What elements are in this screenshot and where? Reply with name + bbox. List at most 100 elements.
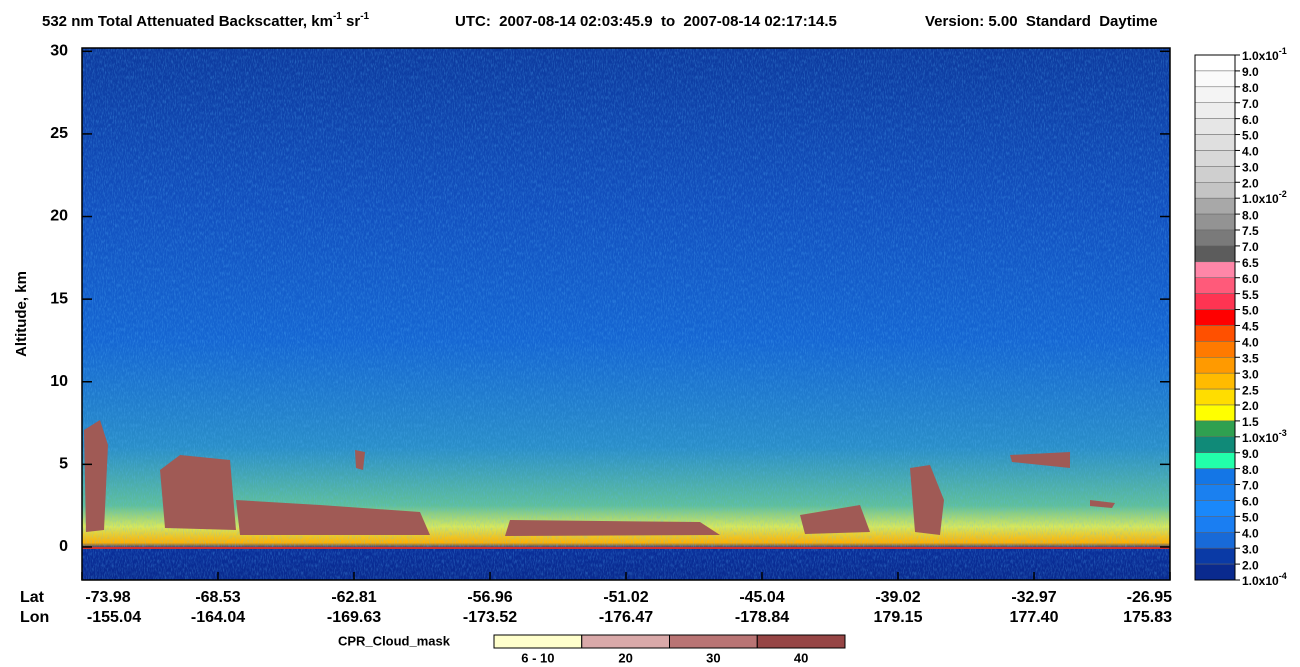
cpr-label: 6 - 10 bbox=[521, 650, 554, 665]
colorbar-swatch bbox=[1194, 102, 1236, 119]
colorbar-label: 2.0 bbox=[1242, 558, 1259, 572]
colorbar-label: 3.0 bbox=[1242, 542, 1259, 556]
colorbar-swatch bbox=[1194, 516, 1236, 533]
colorbar-label: 1.5 bbox=[1242, 415, 1259, 429]
y-tick-label: 20 bbox=[50, 208, 68, 225]
colorbar-swatch bbox=[1194, 166, 1236, 183]
colorbar-swatch bbox=[1194, 54, 1236, 72]
y-tick-label: 10 bbox=[50, 373, 68, 390]
colorbar-swatch bbox=[1194, 388, 1236, 406]
colorbar-label: 4.0 bbox=[1242, 145, 1259, 159]
lat-label: -62.81 bbox=[331, 589, 376, 606]
lon-label: 175.83 bbox=[1123, 609, 1172, 626]
colorbar-swatch bbox=[1194, 182, 1236, 199]
colorbar-label-base: 1.0x10 bbox=[1242, 431, 1279, 445]
colorbar-swatch bbox=[1194, 547, 1236, 565]
colorbar-label: 8.0 bbox=[1242, 208, 1259, 222]
title: 532 nm Total Attenuated Backscatter, km bbox=[42, 13, 333, 30]
colorbar-swatch bbox=[1194, 500, 1236, 517]
colorbar-label-base: 1.0x10 bbox=[1242, 574, 1279, 588]
colorbar-swatch bbox=[1194, 325, 1236, 342]
y-tick-label: 0 bbox=[59, 538, 68, 555]
colorbar-swatch bbox=[1194, 86, 1236, 103]
colorbar-frame bbox=[1194, 54, 1236, 581]
colorbar-label: 9.0 bbox=[1242, 447, 1259, 461]
colorbar-label: 5.0 bbox=[1242, 511, 1259, 525]
colorbar-label: 2.0 bbox=[1242, 399, 1259, 413]
lat-label: -32.97 bbox=[1011, 589, 1056, 606]
lat-label: -68.53 bbox=[195, 589, 240, 606]
colorbar-swatch bbox=[1194, 229, 1236, 247]
colorbar-label: 5.0 bbox=[1242, 304, 1259, 318]
lon-label: 177.40 bbox=[1010, 609, 1059, 626]
colorbar-label-base: 1.0x10 bbox=[1242, 49, 1279, 63]
colorbar-label-exponent: -4 bbox=[1279, 571, 1287, 581]
colorbar-swatch bbox=[1194, 150, 1236, 167]
lat-label: -45.04 bbox=[739, 589, 784, 606]
colorbar-label: 3.5 bbox=[1242, 351, 1259, 365]
colorbar-swatch bbox=[1194, 293, 1236, 310]
lat-label: -26.95 bbox=[1127, 589, 1172, 606]
time-range: UTC: 2007-08-14 02:03:45.9 to 2007-08-14… bbox=[455, 13, 837, 30]
colorbar-label: 6.0 bbox=[1242, 272, 1259, 286]
y-tick-label: 30 bbox=[50, 43, 68, 60]
colorbar-label: 5.0 bbox=[1242, 129, 1259, 143]
colorbar-label-exponent: -2 bbox=[1279, 190, 1287, 200]
colorbar-label: 4.0 bbox=[1242, 526, 1259, 540]
colorbar-label: 8.0 bbox=[1242, 463, 1259, 477]
colorbar-swatch bbox=[1194, 420, 1236, 438]
chart-title: 532 nm Total Attenuated Backscatter, km -… bbox=[42, 11, 370, 30]
colorbar-swatch bbox=[1194, 118, 1236, 135]
title-exponent: -1 bbox=[360, 11, 369, 22]
colorbar-label: 5.5 bbox=[1242, 288, 1259, 302]
colorbar-label: 1.0x10-3 bbox=[1242, 428, 1287, 445]
colorbar-label: 1.0x10-4 bbox=[1242, 571, 1287, 588]
colorbar-swatch bbox=[1194, 277, 1236, 294]
colorbar-label: 7.0 bbox=[1242, 240, 1259, 254]
colorbar-swatch bbox=[1194, 70, 1236, 88]
backscatter-image bbox=[82, 48, 1170, 580]
colorbar-swatch bbox=[1194, 372, 1236, 390]
colorbar-swatch bbox=[1194, 404, 1236, 422]
colorbar-label: 6.0 bbox=[1242, 113, 1259, 127]
colorbar-label: 7.5 bbox=[1242, 224, 1259, 238]
colorbar-swatch bbox=[1194, 532, 1236, 549]
colorbar-swatch bbox=[1194, 357, 1236, 374]
x-row-label: Lon bbox=[20, 609, 49, 626]
title: sr bbox=[342, 13, 361, 30]
colorbar-swatch bbox=[1194, 197, 1236, 215]
colorbar-swatch bbox=[1194, 309, 1236, 326]
lon-label: -155.04 bbox=[87, 609, 141, 626]
colorbar-label: 7.0 bbox=[1242, 97, 1259, 111]
colorbar-swatch bbox=[1194, 341, 1236, 358]
version: Version: 5.00 Standard Daytime bbox=[925, 13, 1158, 30]
y-tick-label: 15 bbox=[50, 290, 68, 307]
cpr-label: 40 bbox=[794, 650, 808, 665]
colorbar-label: 6.5 bbox=[1242, 256, 1259, 270]
lat-label: -51.02 bbox=[603, 589, 648, 606]
lon-label: -178.84 bbox=[735, 609, 789, 626]
colorbar-label: 3.0 bbox=[1242, 161, 1259, 175]
cpr-swatch bbox=[581, 634, 670, 649]
cpr-swatch bbox=[756, 634, 846, 649]
colorbar-swatch bbox=[1194, 436, 1236, 453]
cpr-label: 30 bbox=[706, 650, 720, 665]
colorbar-swatch bbox=[1194, 468, 1236, 485]
x-row-label: Lat bbox=[20, 589, 45, 606]
lat-label: -39.02 bbox=[875, 589, 920, 606]
cpr-label: 20 bbox=[618, 650, 632, 665]
lat-label: -56.96 bbox=[467, 589, 512, 606]
y-axis-label: Altitude, km bbox=[13, 271, 30, 357]
colorbar-label: 8.0 bbox=[1242, 81, 1259, 95]
lon-label: -169.63 bbox=[327, 609, 381, 626]
lon-label: -176.47 bbox=[599, 609, 653, 626]
lon-label: -164.04 bbox=[191, 609, 245, 626]
colorbar-label: 2.5 bbox=[1242, 383, 1259, 397]
colorbar-label: 4.5 bbox=[1242, 320, 1259, 334]
colorbar-label-exponent: -1 bbox=[1279, 46, 1287, 56]
colorbar-swatch bbox=[1194, 213, 1236, 231]
colorbar-label: 6.0 bbox=[1242, 495, 1259, 509]
cpr-swatch bbox=[669, 634, 758, 649]
colorbar-swatch bbox=[1194, 563, 1236, 581]
colorbar-swatch bbox=[1194, 245, 1236, 263]
